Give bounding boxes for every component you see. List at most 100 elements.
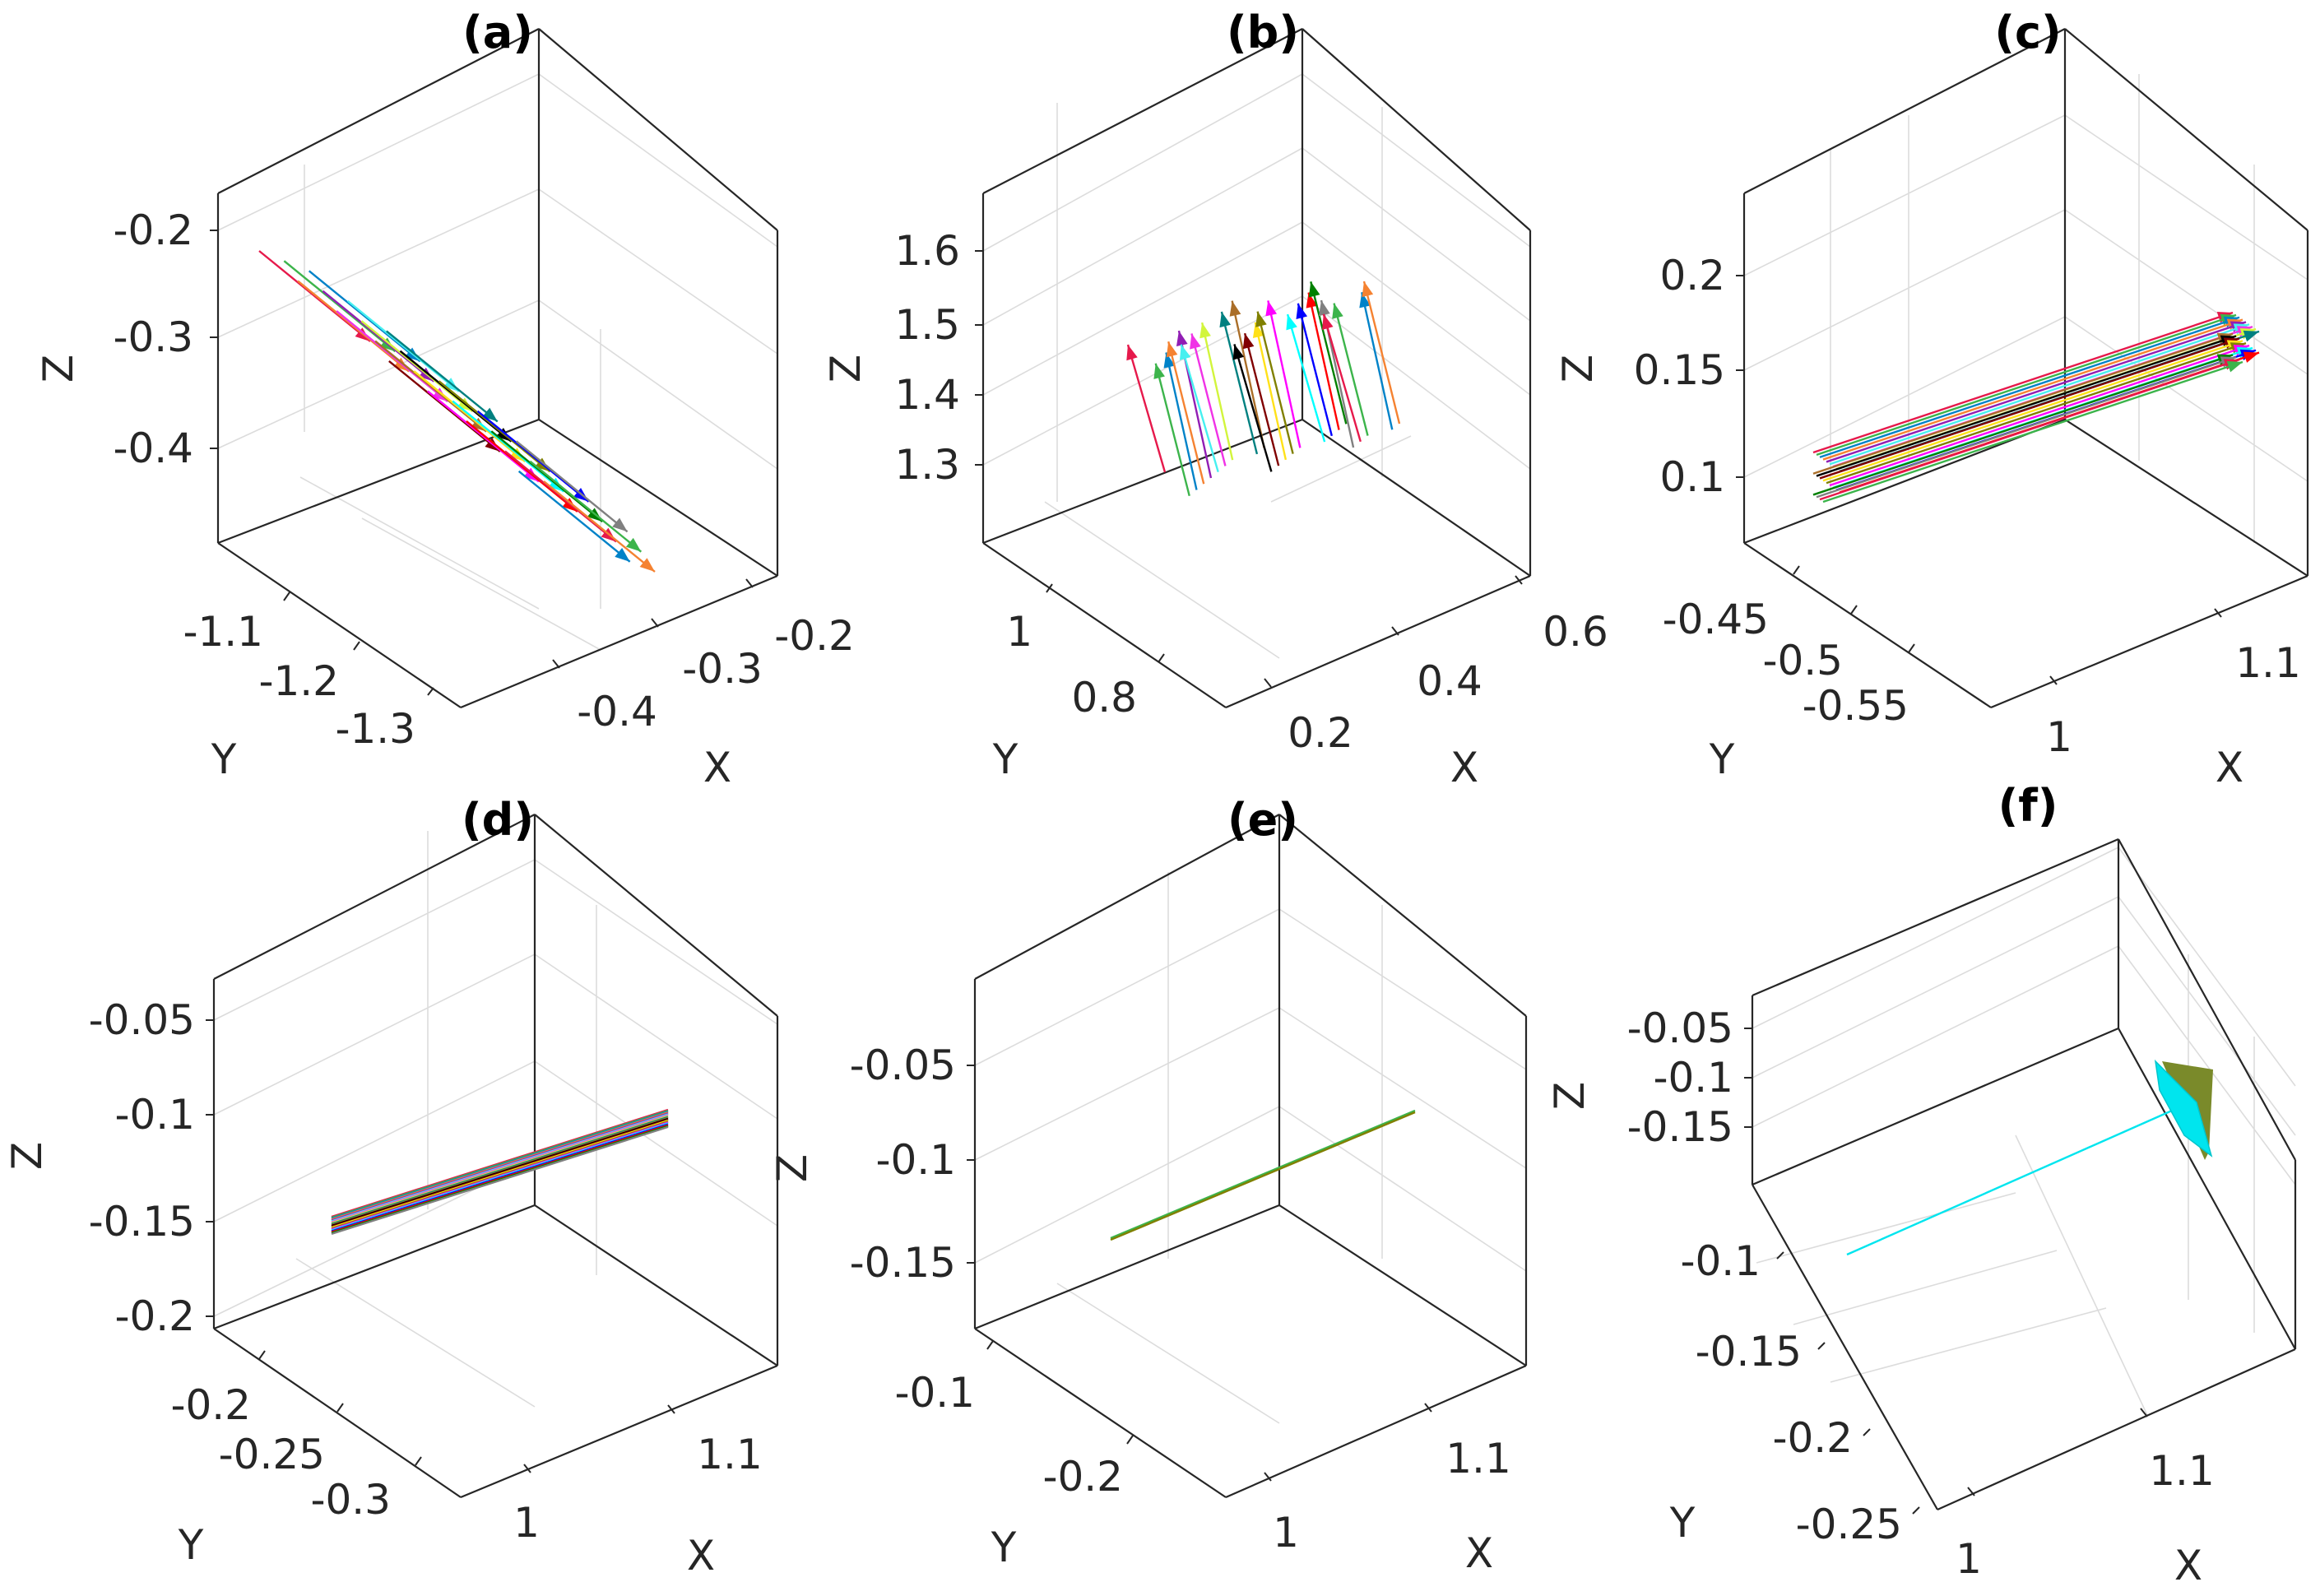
panel-f-yticks-2: -0.2 [1772,1414,1853,1462]
panel-a-xticks-0: -0.4 [577,688,657,735]
panel-d-grid [213,831,778,1408]
panel-f-zlabel: Z [1546,1082,1594,1110]
panel-a-title: (a) [462,7,533,58]
vector-arrow [283,260,397,353]
vector-arrow [1362,281,1401,425]
panel-b-zticks-0: 1.6 [894,227,960,275]
panel-a-xlabel: X [703,744,731,791]
vector-arrow [517,470,631,563]
panel-a-box [216,28,779,709]
panel-b-xlabel: X [1450,744,1478,791]
panel-b-box [981,28,1532,709]
panel-e-zticks-1: -0.1 [875,1136,956,1184]
panel-a-ylabel: Y [211,735,237,783]
panel-f-xticks-1: 1.1 [2149,1447,2215,1495]
panel-b-ylabel: Y [992,735,1018,783]
panel-a-vectors [258,250,656,573]
vector-arrow [1265,300,1302,448]
vector-arrow [504,450,617,543]
panel-b-zlabel: Z [822,355,870,383]
panel-e-title: (e) [1227,794,1298,846]
panel-f-xticks-0: 1 [1956,1535,1982,1583]
panel-f-ylabel: Y [1669,1499,1696,1547]
panel-e-xticks-0: 1 [1273,1509,1299,1557]
panel-f-zticks-2: -0.15 [1627,1103,1733,1151]
vector-arrow [476,410,590,503]
vector-arrow [1229,300,1265,448]
panel-b-yticks-0: 1 [1006,608,1032,656]
panel-f-zticks-0: -0.05 [1627,1004,1733,1052]
panel-c-zticks-2: 0.1 [1659,453,1725,501]
vector-arrow [1822,340,2243,482]
panel-e-tick-marks [967,1065,1432,1482]
vector-arrow [427,390,540,483]
panel-e-vectors [1110,1109,1416,1241]
vector-arrow [1332,303,1369,436]
panel-d-vectors [331,1108,669,1236]
panel-c-xticks-0: 1 [2046,713,2072,761]
vector-arrow [336,310,448,402]
vector-arrow [399,350,513,443]
panel-c-box [1742,28,2309,709]
vector-arrow [360,320,474,413]
vector-arrow [413,370,526,463]
panel-b-yticks-1: 0.8 [1071,674,1137,721]
panel-d-zticks-3: -0.2 [114,1292,195,1340]
panel-b-grid [982,73,1531,659]
vector-arrow [1126,344,1167,473]
panel-d-zlabel: Z [3,1142,51,1170]
panel-c-vectors [1812,311,2260,503]
panel-d-yticks-2: -0.3 [310,1476,391,1524]
panel-a-xticks-1: -0.3 [682,645,763,693]
panel-f-vectors [1846,1059,2213,1256]
panel-c: (c) 0.2 0.15 0.1 Z -0.45 -0.5 -0.55 Y 1 … [1554,7,2309,791]
panel-e-xlabel: X [1465,1529,1493,1577]
vector-arrow [1829,323,2250,466]
panel-f-yticks-1: -0.15 [1696,1328,1802,1376]
panel-d-zticks-1: -0.1 [114,1091,195,1139]
vector-arrow [1812,332,2234,475]
vector-line [1846,1109,2173,1256]
vector-arrow [1308,281,1348,425]
vector-arrow [1322,313,1362,443]
panel-f-yticks-3: -0.25 [1796,1501,1902,1548]
panel-c-zlabel: Z [1554,355,1602,383]
panel-f-xlabel: X [2174,1542,2202,1589]
panel-a-zticks-0: -0.2 [113,206,193,254]
panel-a-grid [217,73,778,651]
vector-arrow [1829,344,2250,487]
panel-a: (a) -0.2 -0.3 -0.4 Z -1.1 -1.2 -1.3 Y -0… [35,7,855,791]
panel-f-tick-marks [1744,1028,2148,1515]
vector-arrow [1826,342,2247,485]
panel-b-title: (b) [1227,7,1299,58]
panel-c-title: (c) [1994,7,2061,58]
panel-b-vectors [1126,281,1401,497]
panel-d-ylabel: Y [178,1521,204,1569]
panel-c-xlabel: X [2216,744,2243,791]
panel-c-ylabel: Y [1709,735,1735,783]
vector-arrow [388,360,501,452]
panel-d-zticks-0: -0.05 [89,996,195,1044]
panel-b-zticks-1: 1.5 [894,301,960,349]
panel-c-zticks-0: 0.2 [1659,252,1725,299]
vector-arrow [438,380,551,473]
panel-f-title: (f) [1998,780,2058,832]
vector-arrow [1816,356,2237,499]
vector-arrow [258,250,371,342]
vector-arrow [1826,321,2247,463]
panel-e-zticks-0: -0.05 [850,1042,956,1089]
vector-arrow [490,430,604,523]
panel-c-yticks-2: -0.55 [1803,682,1909,730]
panel-d-yticks-0: -0.2 [170,1381,251,1429]
vector-arrow [1166,341,1205,485]
vector-arrow [1286,313,1326,443]
panel-e: (e) -0.05 -0.1 -0.15 Z -0.1 -0.2 Y 1 1.1… [768,794,1528,1577]
vector-arrow [374,340,487,433]
vector-arrow [515,440,629,533]
panel-b-xticks-2: 0.6 [1543,608,1608,656]
panel-a-yticks-0: -1.1 [183,608,263,656]
panel-e-zlabel: Z [768,1154,816,1182]
panel-d-zticks-2: -0.15 [89,1198,195,1246]
vector-arrow [1163,352,1198,490]
vector-arrow [1179,344,1219,473]
